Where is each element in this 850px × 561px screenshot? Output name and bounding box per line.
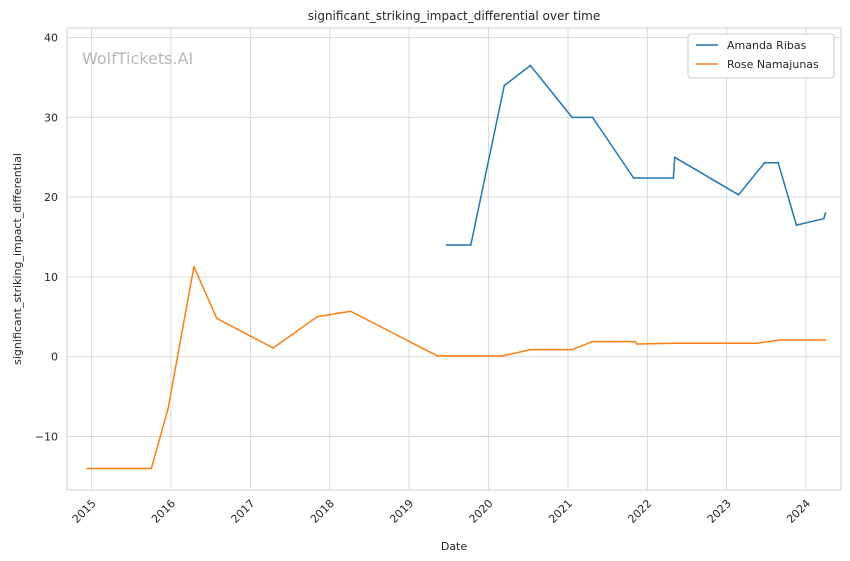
watermark: WolfTickets.AI	[82, 49, 193, 68]
data-point-amanda-ribas	[591, 116, 594, 119]
data-point-amanda-ribas	[777, 161, 780, 164]
x-tick-label: 2021	[546, 497, 575, 526]
y-tick-labels: −10 0 10 20 30 40	[35, 32, 58, 444]
data-point-rose-namajunas	[215, 317, 218, 320]
data-point-amanda-ribas	[672, 177, 675, 179]
data-point-amanda-ribas	[571, 116, 573, 119]
data-point-rose-namajunas	[501, 355, 504, 357]
data-point-amanda-ribas	[445, 244, 448, 246]
data-point-rose-namajunas	[193, 265, 195, 268]
data-point-rose-namajunas	[635, 343, 638, 345]
x-tick-label: 2022	[625, 497, 654, 526]
data-point-rose-namajunas	[150, 467, 153, 470]
y-tick-label: 30	[44, 111, 58, 124]
data-point-amanda-ribas	[795, 224, 798, 227]
y-tick-label: −10	[35, 431, 58, 444]
x-tick-label: 2019	[387, 497, 416, 526]
plot-area	[66, 27, 842, 491]
grid-lines	[67, 28, 841, 490]
data-point-rose-namajunas	[272, 347, 274, 349]
data-point-rose-namajunas	[591, 340, 594, 343]
data-point-rose-namajunas	[436, 355, 439, 357]
data-point-rose-namajunas	[756, 342, 758, 345]
data-point-rose-namajunas	[316, 315, 319, 318]
x-tick-label: 2017	[229, 497, 258, 526]
data-point-amanda-ribas	[469, 244, 472, 246]
data-point-amanda-ribas	[673, 156, 676, 159]
data-point-rose-namajunas	[571, 348, 573, 351]
data-point-rose-namajunas	[167, 407, 170, 410]
y-tick-label: 20	[44, 191, 58, 204]
data-point-rose-namajunas	[349, 310, 352, 313]
y-tick-label: 40	[44, 32, 58, 45]
x-tick-label: 2015	[70, 497, 99, 526]
x-tick-label: 2020	[467, 497, 496, 526]
x-tick-label: 2016	[149, 497, 178, 526]
legend-label-amanda-ribas: Amanda Ribas	[727, 39, 807, 52]
data-point-amanda-ribas	[822, 217, 825, 220]
data-point-rose-namajunas	[529, 348, 532, 351]
x-axis-label: Date	[441, 540, 468, 553]
data-point-amanda-ribas	[824, 212, 827, 215]
data-point-rose-namajunas	[673, 342, 676, 345]
data-point-rose-namajunas	[824, 339, 827, 341]
y-tick-label: 0	[51, 351, 58, 364]
data-point-amanda-ribas	[503, 84, 506, 87]
legend-box	[687, 33, 835, 79]
data-point-amanda-ribas	[529, 64, 532, 67]
series-layer	[86, 64, 827, 470]
data-point-rose-namajunas	[778, 339, 781, 341]
data-point-rose-namajunas	[634, 340, 637, 343]
y-axis-label: significant_striking_impact_differential	[11, 153, 24, 365]
data-point-amanda-ribas	[737, 193, 740, 196]
x-tick-labels: 2015 2016 2017 2018 2019 2020 2021 2022 2023 2024	[70, 497, 813, 526]
data-point-amanda-ribas	[632, 177, 635, 179]
legend-label-rose-namajunas: Rose Namajunas	[727, 58, 819, 71]
data-point-rose-namajunas	[86, 467, 89, 470]
legend: Amanda Ribas Rose Namajunas	[687, 33, 835, 79]
data-point-amanda-ribas	[763, 161, 766, 164]
x-tick-label: 2024	[784, 497, 813, 526]
x-tick-label: 2018	[308, 497, 337, 526]
chart-title: significant_striking_impact_differential…	[308, 9, 600, 23]
y-tick-label: 10	[44, 271, 58, 284]
x-tick-label: 2023	[705, 497, 734, 526]
